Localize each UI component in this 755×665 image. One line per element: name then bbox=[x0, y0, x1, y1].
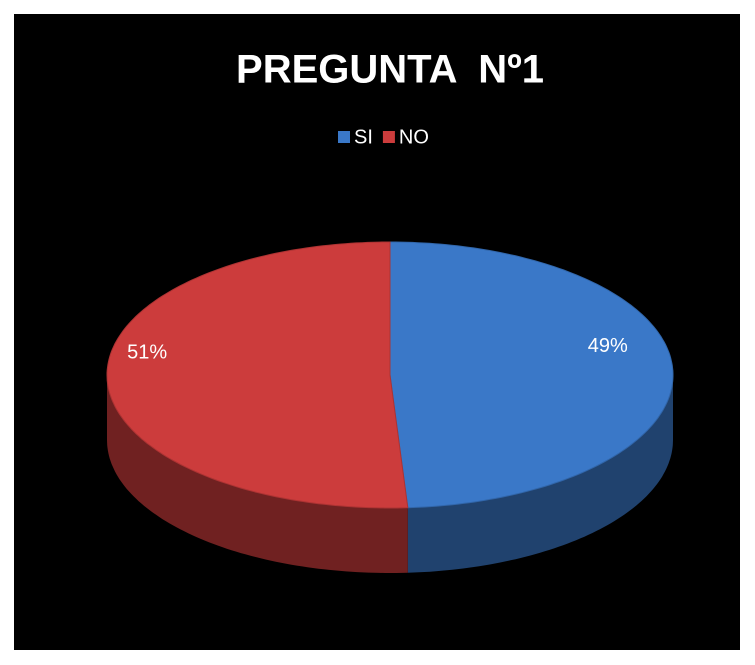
legend-label: SI bbox=[354, 126, 373, 148]
data-label: 51% bbox=[127, 341, 167, 363]
legend-swatch bbox=[338, 131, 350, 143]
pie-side bbox=[407, 375, 673, 573]
chart-title: PREGUNTA Nº1 bbox=[236, 48, 544, 92]
pie-slice bbox=[106, 241, 409, 509]
legend: SI NO bbox=[338, 126, 429, 148]
pie-slice bbox=[389, 241, 674, 509]
pie-side bbox=[107, 375, 408, 573]
legend-label: NO bbox=[399, 126, 429, 148]
data-label: 49% bbox=[588, 335, 628, 357]
legend-swatch bbox=[382, 131, 395, 143]
